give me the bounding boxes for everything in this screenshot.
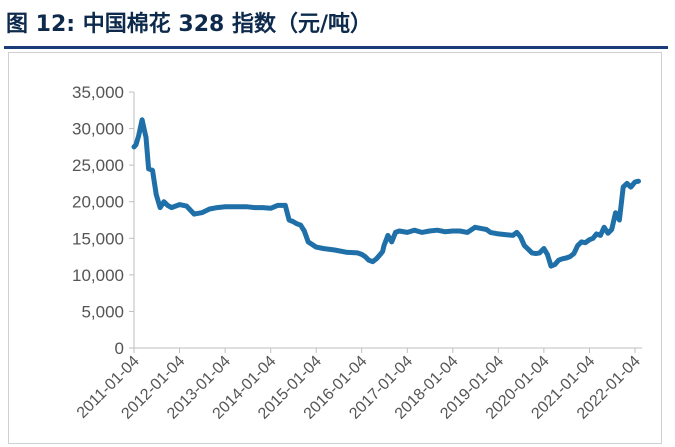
y-tick-label: 30,000 <box>72 120 124 139</box>
x-axis-ticks: 2011-01-042012-01-042013-01-042014-01-04… <box>74 348 644 423</box>
y-tick-label: 35,000 <box>72 83 124 102</box>
y-tick-label: 5,000 <box>81 302 124 321</box>
y-tick-label: 25,000 <box>72 156 124 175</box>
y-tick-label: 15,000 <box>72 229 124 248</box>
y-tick-label: 20,000 <box>72 193 124 212</box>
chart-panel <box>8 52 662 444</box>
figure-title-text: 中国棉花 328 指数（元/吨） <box>82 12 373 37</box>
y-axis-ticks: 0 5,000 10,000 15,000 20,000 25,000 30,000 35,0… <box>72 83 134 358</box>
series-line-cotton-328-index <box>131 117 641 269</box>
figure-title: 图 12: 中国棉花 328 指数（元/吨） <box>6 8 666 42</box>
figure-label: 图 12: <box>6 12 76 37</box>
y-tick-label: 10,000 <box>72 266 124 285</box>
title-rule <box>4 46 668 49</box>
y-tick-label: 0 <box>115 339 124 358</box>
